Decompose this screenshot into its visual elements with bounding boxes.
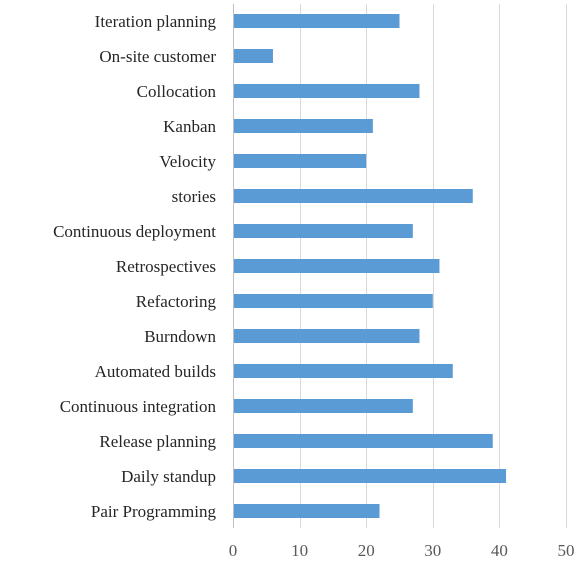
bar-stories — [234, 189, 473, 203]
bar-release-planning — [234, 434, 493, 448]
category-label: Velocity — [159, 152, 216, 171]
bars — [234, 14, 507, 518]
bar-continuous-integration — [234, 399, 413, 413]
bar-continuous-deployment — [234, 224, 413, 238]
category-label: stories — [172, 187, 216, 206]
x-tick-label: 0 — [229, 541, 238, 560]
bar-on-site-customer — [234, 49, 273, 63]
bar-pair-programming — [234, 504, 380, 518]
category-label: Release planning — [99, 432, 216, 451]
x-tick-label: 40 — [491, 541, 508, 560]
category-label: Automated builds — [95, 362, 216, 381]
bar-daily-standup — [234, 469, 507, 483]
category-label: Continuous integration — [60, 397, 217, 416]
bar-burndown — [234, 329, 420, 343]
category-labels: Iteration planning On-site customer Colloc… — [53, 12, 216, 521]
category-label: Collocation — [137, 82, 217, 101]
x-tick-label: 20 — [358, 541, 375, 560]
x-tick-label: 30 — [424, 541, 441, 560]
bar-automated-builds — [234, 364, 453, 378]
category-label: On-site customer — [99, 47, 216, 66]
category-label: Pair Programming — [91, 502, 217, 521]
category-label: Kanban — [163, 117, 216, 136]
category-label: Daily standup — [121, 467, 216, 486]
bar-collocation — [234, 84, 420, 98]
category-label: Refactoring — [136, 292, 217, 311]
x-tick-label: 50 — [558, 541, 575, 560]
category-label: Burndown — [144, 327, 216, 346]
bar-iteration-planning — [234, 14, 400, 28]
x-tick-label: 10 — [291, 541, 308, 560]
bar-retrospectives — [234, 259, 440, 273]
bar-kanban — [234, 119, 373, 133]
bar-velocity — [234, 154, 367, 168]
bar-refactoring — [234, 294, 433, 308]
x-axis-ticks: 0 10 20 30 40 50 — [229, 541, 575, 560]
category-label: Retrospectives — [116, 257, 216, 276]
category-label: Continuous deployment — [53, 222, 216, 241]
category-label: Iteration planning — [95, 12, 217, 31]
